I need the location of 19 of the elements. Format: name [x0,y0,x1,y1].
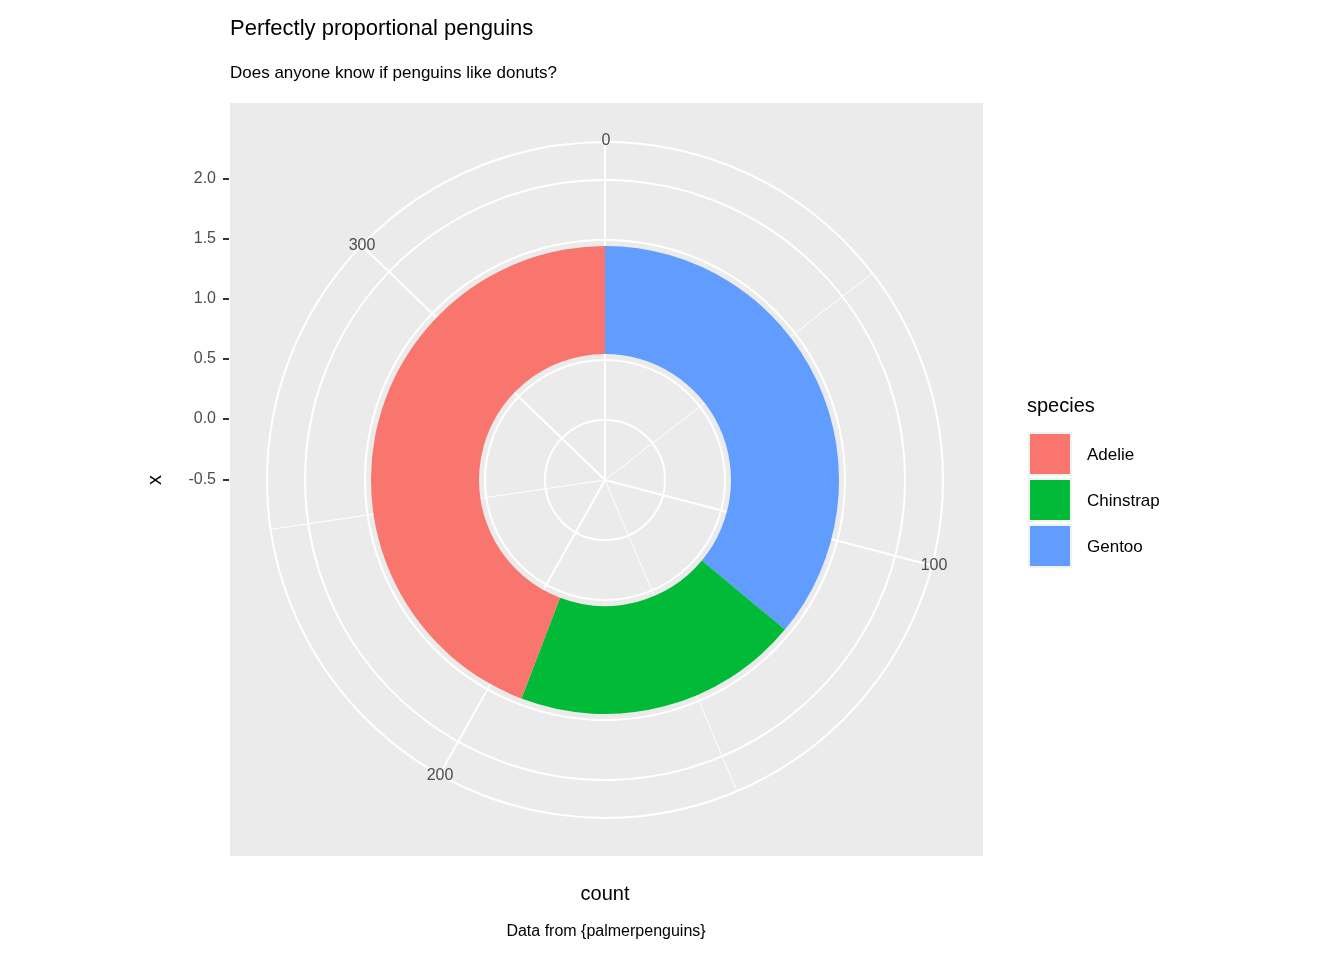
legend-label: Adelie [1087,444,1135,464]
text: 1.0 [193,289,217,307]
legend-label: Chinstrap [1087,490,1160,510]
text: 1.5 [193,229,217,247]
legend-label: Gentoo [1087,536,1143,556]
text: x [142,475,165,485]
text: 0.5 [193,349,217,367]
text: -0.5 [188,470,217,488]
chart-title: Perfectly proportional penguins [230,15,534,41]
legend-title: species [1027,393,1095,416]
text: 300 [348,236,376,254]
text: 100 [920,556,948,574]
chart-subtitle: Does anyone know if penguins like donuts? [230,62,557,82]
text: 2.0 [193,169,217,187]
text: 0 [601,131,611,149]
text: 0.0 [193,409,217,427]
text: Data from {palmerpenguins} [506,922,707,940]
text: 200 [426,766,454,784]
text: count [580,881,630,904]
